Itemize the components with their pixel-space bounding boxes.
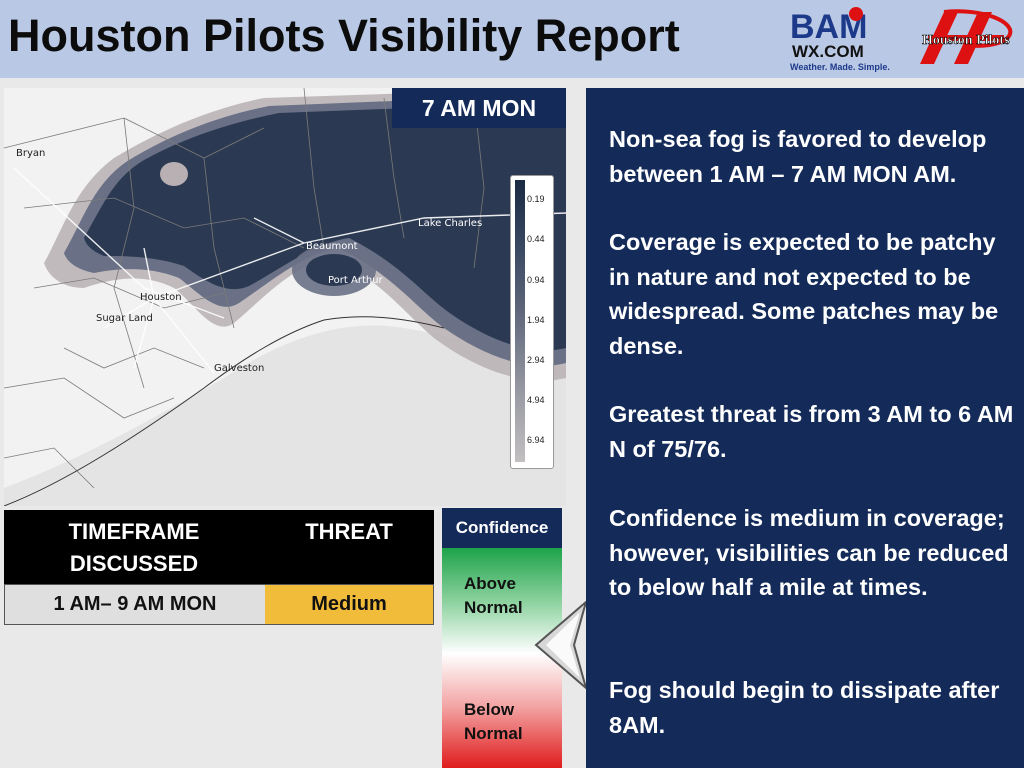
page-title: Houston Pilots Visibility Report [8,10,680,61]
header-bar: Houston Pilots Visibility Report BAM WX.… [0,0,1024,78]
confidence-below-label: Below Normal [464,700,523,743]
discussion-paragraph: Greatest threat is from 3 AM to 6 AM N o… [609,401,1014,462]
forecast-discussion-panel: Non-sea fog is favored to develop betwee… [586,88,1024,768]
legend-value: 1.94 [527,315,545,325]
bam-logo-accent-icon [849,7,863,21]
discussion-paragraph: Non-sea fog is favored to develop betwee… [609,126,987,187]
legend-value: 0.94 [527,275,545,285]
houston-pilots-logo-text: Houston Pilots [922,33,1010,48]
map-city-sugar-land: Sugar Land [96,313,153,324]
confidence-gradient [442,548,562,768]
threat-table-row: 1 AM– 9 AM MON Medium [4,584,434,625]
confidence-pointer-icon [530,599,592,691]
legend-value: 2.94 [527,355,545,365]
threat-header: THREAT [305,519,393,544]
discussion-paragraph: Fog should begin to dissipate after 8AM. [609,677,1000,738]
map-city-lake-charles: Lake Charles [418,218,482,229]
legend-value: 0.44 [527,234,545,244]
bam-wx-logo: BAM WX.COM Weather. Made. Simple. [786,4,908,72]
threat-level-cell: Medium [265,585,433,624]
map-time-label: 7 AM MON [392,88,566,128]
confidence-title: Confidence [442,508,562,548]
confidence-above-label: Above Normal [464,574,523,617]
legend-value: 0.19 [527,194,545,204]
timeframe-cell: 1 AM– 9 AM MON [5,585,266,624]
confidence-scale: Confidence Above Normal Below Normal [442,508,562,768]
map-city-galveston: Galveston [214,363,264,374]
visibility-legend: 0.19 0.44 0.94 1.94 2.94 4.94 6.94 [510,175,554,469]
bam-tagline: Weather. Made. Simple. [790,62,890,72]
map-city-port-arthur: Port Arthur [328,275,384,286]
map-city-beaumont: Beaumont [306,241,358,252]
map-city-bryan: Bryan [16,148,45,159]
map-city-houston: Houston [140,292,182,303]
discussion-paragraph: Confidence is medium in coverage; howeve… [609,505,1009,600]
legend-color-bar [515,180,525,462]
wxcom-logo-text: WX.COM [792,42,864,61]
houston-pilots-logo: Houston Pilots [914,4,1022,72]
threat-table-header: TIMEFRAME DISCUSSED THREAT [4,510,434,584]
legend-value: 4.94 [527,395,545,405]
fog-visibility-map: Bryan Houston Sugar Land Galveston Beaum… [4,88,566,506]
timeframe-header: TIMEFRAME DISCUSSED [68,519,200,576]
legend-value: 6.94 [527,435,545,445]
discussion-paragraph: Coverage is expected to be patchy in nat… [609,229,999,359]
